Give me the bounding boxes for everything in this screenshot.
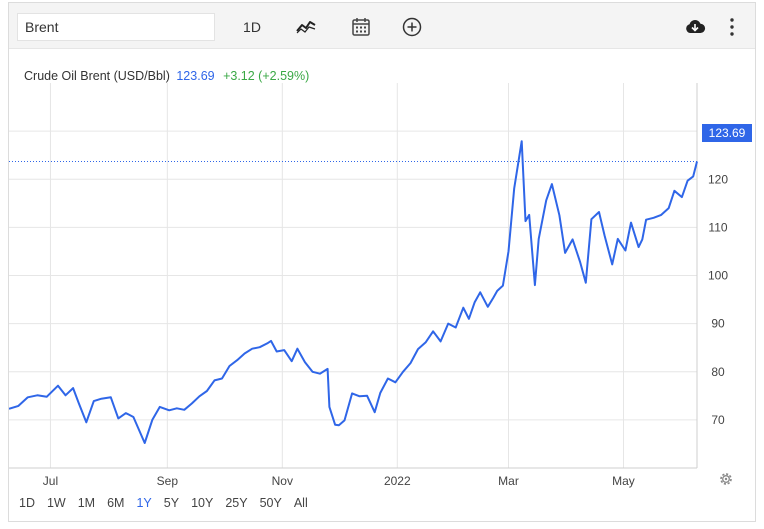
add-circle-icon[interactable] bbox=[401, 16, 423, 38]
x-tick-label: 2022 bbox=[384, 474, 411, 488]
range-button-1d[interactable]: 1D bbox=[19, 496, 35, 510]
y-tick-label: 70 bbox=[711, 413, 725, 427]
chart-legend: Crude Oil Brent (USD/Bbl) 123.69 +3.12 (… bbox=[24, 69, 309, 83]
symbol-search-input[interactable]: Brent bbox=[17, 13, 215, 41]
more-vertical-icon[interactable] bbox=[721, 16, 743, 38]
legend-series-name: Crude Oil Brent (USD/Bbl) bbox=[24, 69, 170, 83]
range-button-1y[interactable]: 1Y bbox=[136, 496, 152, 510]
range-button-10y[interactable]: 10Y bbox=[191, 496, 214, 510]
x-tick-label: Nov bbox=[272, 474, 293, 488]
y-tick-label: 120 bbox=[708, 172, 728, 186]
x-tick-label: Jul bbox=[43, 474, 58, 488]
legend-price: 123.69 bbox=[176, 69, 215, 83]
range-button-1w[interactable]: 1W bbox=[46, 496, 66, 510]
range-button-25y[interactable]: 25Y bbox=[225, 496, 248, 510]
y-tick-label: 90 bbox=[711, 317, 725, 331]
series-line bbox=[9, 140, 698, 444]
x-tick-label: Mar bbox=[498, 474, 519, 488]
last-price-tag: 123.69 bbox=[702, 124, 752, 142]
range-button-50y[interactable]: 50Y bbox=[259, 496, 282, 510]
y-tick-label: 80 bbox=[711, 365, 725, 379]
range-button-all[interactable]: All bbox=[293, 496, 308, 510]
x-tick-label: Sep bbox=[157, 474, 179, 488]
chart-widget: Brent 1D bbox=[8, 2, 756, 522]
time-range-selector: 1D 1W 1M 6M 1Y 5Y 10Y 25Y 50Y All bbox=[19, 496, 320, 516]
gear-icon[interactable] bbox=[718, 471, 734, 487]
y-tick-label: 110 bbox=[708, 220, 727, 234]
chart-toolbar: Brent 1D bbox=[9, 3, 755, 49]
interval-button[interactable]: 1D bbox=[243, 19, 261, 35]
y-tick-label: 100 bbox=[708, 269, 728, 283]
range-button-1m[interactable]: 1M bbox=[77, 496, 96, 510]
cloud-download-icon[interactable] bbox=[684, 16, 706, 38]
legend-change: +3.12 (+2.59%) bbox=[223, 69, 310, 83]
x-tick-label: May bbox=[612, 474, 635, 488]
price-chart[interactable]: 708090100110120130JulSepNov2022MarMay bbox=[9, 83, 755, 491]
calendar-icon[interactable] bbox=[350, 16, 372, 38]
range-button-6m[interactable]: 6M bbox=[107, 496, 125, 510]
range-button-5y[interactable]: 5Y bbox=[163, 496, 180, 510]
line-chart-icon[interactable] bbox=[295, 16, 317, 38]
